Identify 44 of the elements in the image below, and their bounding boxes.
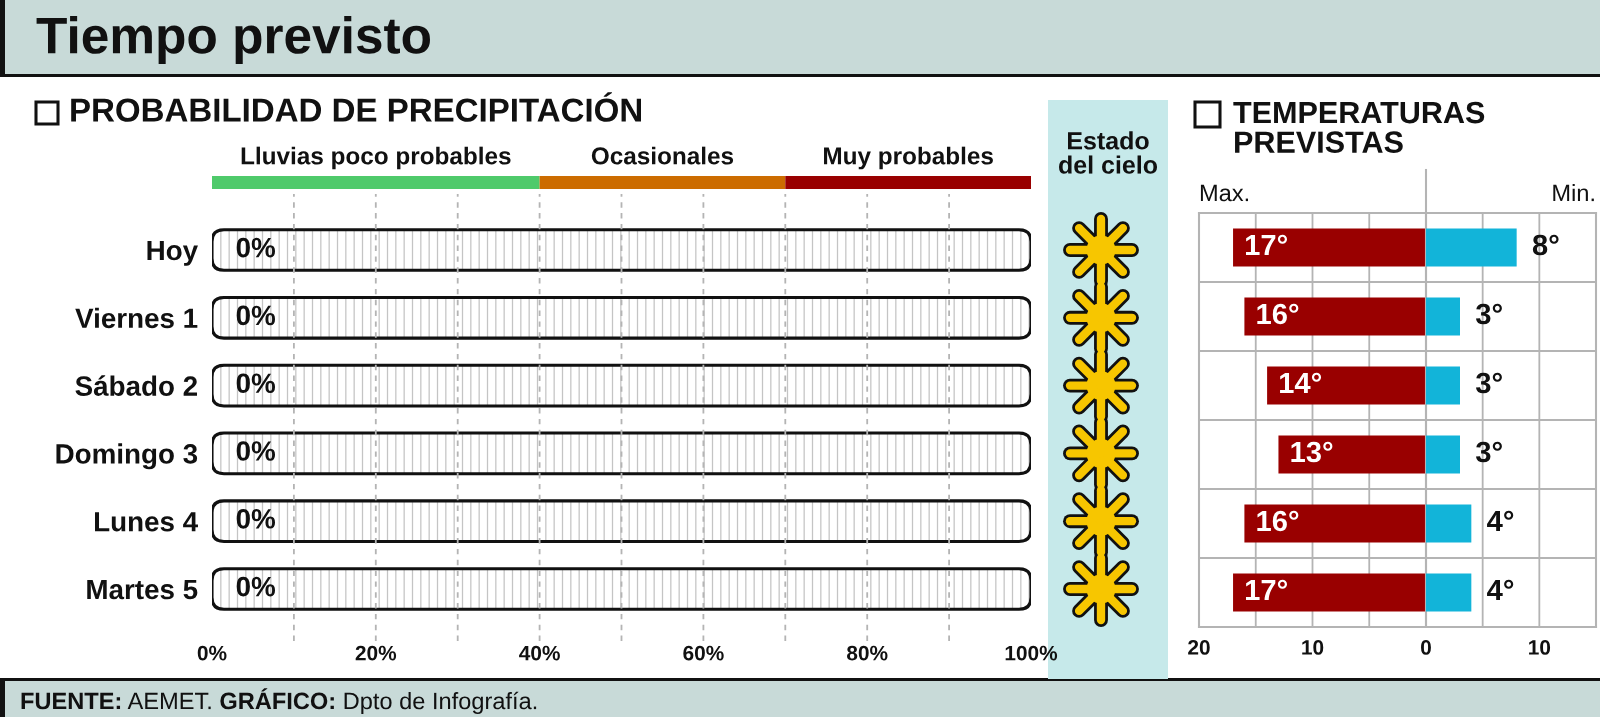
data-label: 16°	[1257, 510, 1299, 532]
x-tick-label: 60%	[683, 645, 724, 661]
data-label: 0%	[236, 508, 276, 529]
x-tick-label: 0	[1421, 640, 1431, 655]
data-label: 3°	[1475, 372, 1502, 394]
data-label: 13°	[1291, 441, 1333, 463]
data-label: 0%	[236, 237, 276, 258]
y-tick-label: Domingo 3	[56, 443, 198, 470]
x-tick-label: 20%	[355, 645, 397, 661]
y-tick-label: Hoy	[147, 240, 198, 266]
x-tick-label: 10	[1529, 640, 1551, 655]
chart-subtitle: PROBABILIDAD DE PRECIPITACIÓN	[71, 92, 641, 122]
x-tick-label: 10	[1302, 640, 1324, 655]
chart-title: TEMPERATURAS PREVISTAS	[1233, 101, 1485, 153]
data-label: 3°	[1475, 441, 1502, 463]
data-label: 3°	[1475, 303, 1502, 325]
x-tick-label: 0%	[197, 645, 227, 661]
x-tick-label: 20	[1188, 640, 1210, 655]
y-tick-label: Lunes 4	[95, 512, 198, 532]
series-label: Muy probables	[824, 146, 993, 170]
data-label: 0%	[236, 373, 276, 394]
data-label: 0%	[236, 441, 276, 461]
series-label: Lluvias poco probables	[241, 146, 511, 170]
x-tick-label: 100%	[1005, 645, 1058, 661]
data-label: 17°	[1246, 234, 1288, 256]
source-note: FUENTE: AEMET. GRÁFICO: Dpto de Infografía.	[21, 688, 537, 714]
y-tick-label: Sábado 2	[75, 375, 198, 396]
data-label: 0%	[236, 576, 276, 597]
chart-title: Tiempo previsto	[36, 16, 430, 64]
data-label: 17°	[1246, 579, 1288, 601]
x-tick-label: 40%	[519, 645, 560, 661]
data-label: 16°	[1257, 303, 1299, 325]
data-label: 0%	[236, 305, 276, 326]
x-tick-label: 80%	[847, 645, 888, 661]
series-label: Ocasionales	[591, 146, 734, 165]
y-tick-label: Martes 5	[87, 579, 198, 600]
data-label: 14°	[1280, 372, 1322, 394]
text: Estado del cielo	[1059, 131, 1158, 174]
data-label: 8°	[1532, 234, 1559, 256]
data-label: 4°	[1487, 579, 1514, 601]
data-label: 4°	[1487, 510, 1514, 532]
x-axis-title: Max.	[1200, 184, 1249, 202]
y-tick-label: Viernes 1	[75, 307, 198, 329]
x-axis-title: Min.	[1553, 184, 1594, 202]
